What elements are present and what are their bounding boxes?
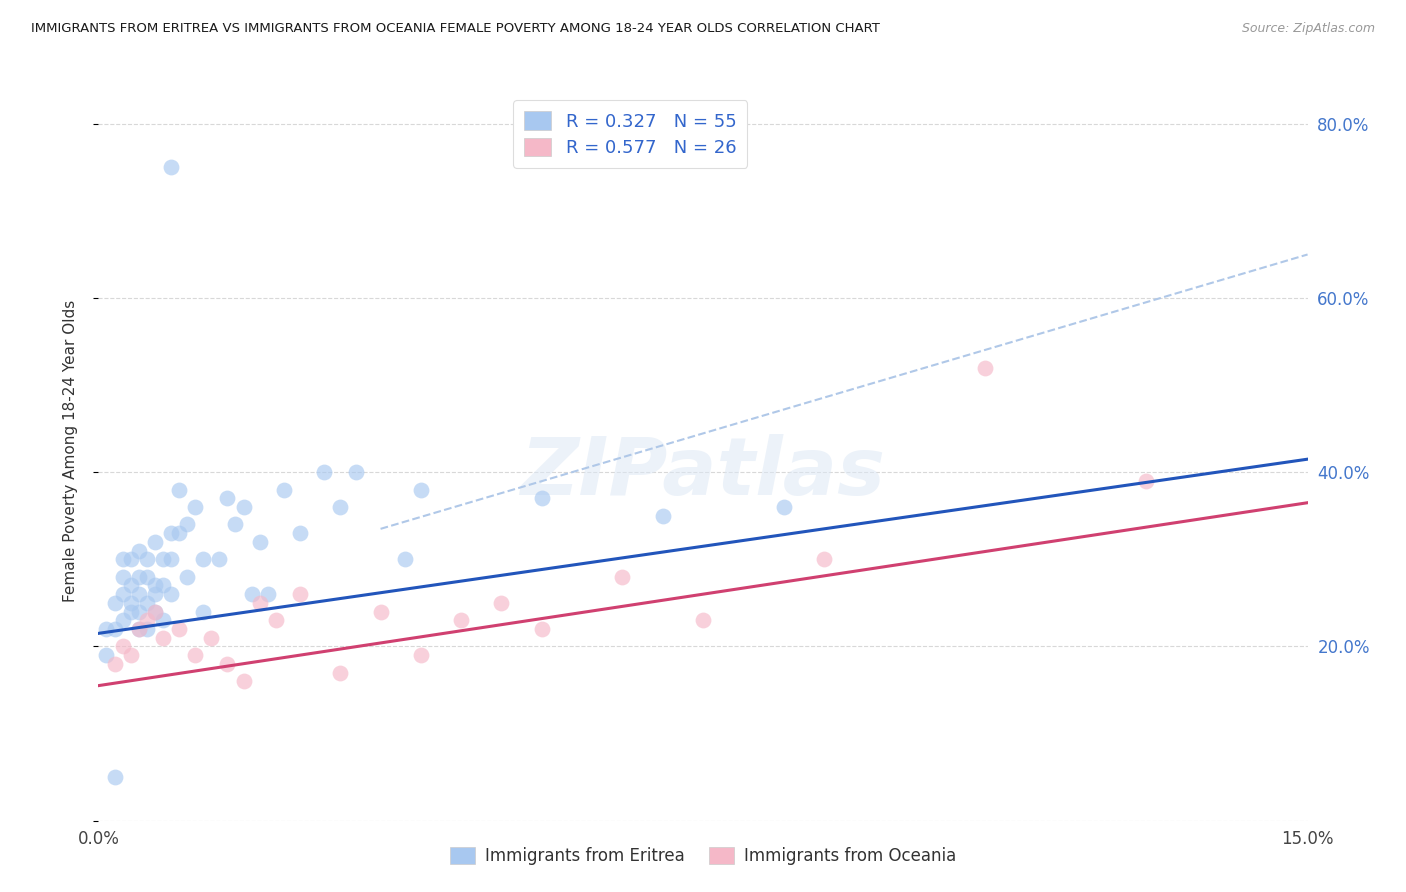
Point [273,483,295,497]
Point [184,648,207,662]
Point [167,526,190,541]
Point [128,605,150,619]
Point [160,526,183,541]
Point [772,500,794,514]
Point [143,578,166,592]
Point [152,578,174,592]
Point [240,587,263,601]
Point [193,605,215,619]
Text: Source: ZipAtlas.com: Source: ZipAtlas.com [1241,22,1375,36]
Point [111,640,134,654]
Point [135,570,157,584]
Point [160,161,183,175]
Point [160,587,183,601]
Point [167,622,190,636]
Point [143,535,166,549]
Point [256,587,278,601]
Point [128,622,150,636]
Point [152,613,174,627]
Point [111,552,134,566]
Point [135,613,157,627]
Point [249,596,271,610]
Point [974,360,997,375]
Point [450,613,472,627]
Point [612,570,634,584]
Point [217,657,239,671]
Point [1135,474,1157,488]
Point [128,622,150,636]
Point [651,508,673,523]
Point [193,552,215,566]
Point [135,622,157,636]
Point [111,587,134,601]
Point [96,648,118,662]
Point [152,552,174,566]
Point [288,526,311,541]
Point [409,483,432,497]
Point [143,605,166,619]
Point [394,552,416,566]
Point [344,465,367,479]
Point [530,491,553,506]
Point [409,648,432,662]
Point [200,631,222,645]
Point [152,631,174,645]
Point [160,552,183,566]
Point [184,500,207,514]
Point [143,605,166,619]
Point [491,596,513,610]
Y-axis label: Female Poverty Among 18-24 Year Olds: Female Poverty Among 18-24 Year Olds [63,300,77,601]
Point [370,605,392,619]
Point [314,465,336,479]
Point [167,483,190,497]
Point [329,500,352,514]
Point [813,552,835,566]
Point [120,596,142,610]
Point [103,596,125,610]
Point [249,535,271,549]
Point [96,622,118,636]
Point [530,622,553,636]
Point [128,570,150,584]
Point [111,613,134,627]
Point [111,570,134,584]
Point [176,570,198,584]
Point [120,578,142,592]
Point [329,665,352,680]
Point [103,657,125,671]
Point [120,552,142,566]
Point [224,517,246,532]
Point [128,587,150,601]
Point [135,552,157,566]
Point [143,587,166,601]
Point [232,674,254,689]
Point [176,517,198,532]
Point [120,648,142,662]
Point [103,622,125,636]
Text: IMMIGRANTS FROM ERITREA VS IMMIGRANTS FROM OCEANIA FEMALE POVERTY AMONG 18-24 YE: IMMIGRANTS FROM ERITREA VS IMMIGRANTS FR… [31,22,880,36]
Point [128,543,150,558]
Point [120,605,142,619]
Point [288,587,311,601]
Point [103,770,125,784]
Point [692,613,714,627]
Legend: Immigrants from Eritrea, Immigrants from Oceania: Immigrants from Eritrea, Immigrants from… [443,840,963,871]
Point [135,596,157,610]
Point [264,613,287,627]
Text: ZIPatlas: ZIPatlas [520,434,886,512]
Point [208,552,231,566]
Point [217,491,239,506]
Point [232,500,254,514]
